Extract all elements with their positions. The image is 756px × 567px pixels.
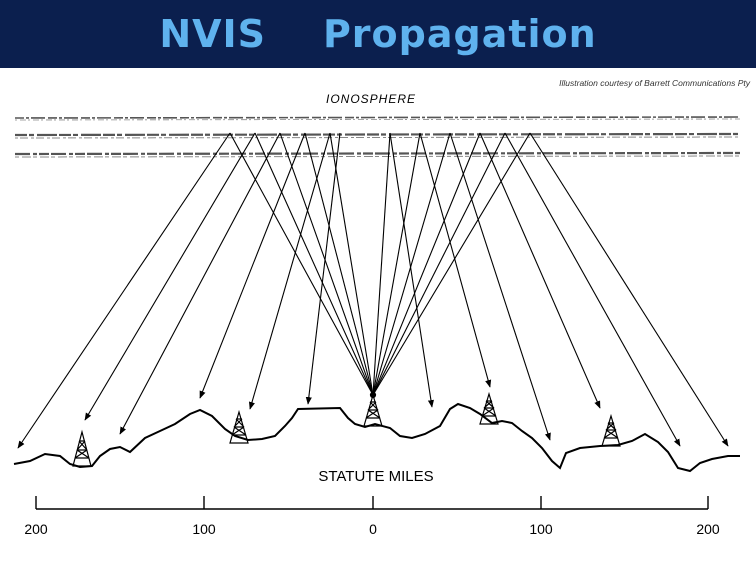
signal-rays (17, 132, 729, 449)
transmitter-tower-icon (363, 391, 383, 427)
nvis-diagram: IONOSPHERE (13, 92, 741, 537)
ionosphere-band (14, 151, 741, 156)
axis-label: STATUTE MILES (318, 468, 433, 485)
tower-icon (601, 413, 621, 447)
illustration-credit: Illustration courtesy of Barrett Communi… (559, 78, 750, 88)
tower-icon (229, 409, 249, 444)
tick-label: 200 (696, 521, 720, 537)
up-ray (372, 132, 506, 396)
down-ray (479, 132, 601, 409)
ionosphere-band (14, 155, 741, 158)
up-ray (254, 132, 374, 396)
ionosphere-band (14, 132, 741, 137)
ionosphere-band (14, 118, 741, 121)
ionosphere-bands (14, 116, 741, 158)
ionosphere-label: IONOSPHERE (326, 92, 416, 106)
down-ray (84, 132, 256, 421)
up-ray (279, 132, 374, 396)
tick-label: 100 (529, 521, 553, 537)
up-ray (304, 132, 374, 396)
tick-label: 200 (24, 521, 48, 537)
down-ray (389, 132, 434, 408)
distance-scale (35, 496, 709, 510)
terrain-profile (13, 402, 740, 473)
down-ray (199, 132, 306, 399)
ionosphere-band (14, 116, 741, 119)
down-ray (504, 132, 681, 447)
up-ray (372, 132, 421, 396)
down-ray (119, 132, 281, 435)
up-ray (372, 132, 391, 396)
ionosphere-band (14, 136, 741, 139)
up-ray (229, 132, 374, 396)
down-ray (248, 132, 331, 410)
slide-title: NVIS Propagation (159, 12, 597, 56)
tower-icon (479, 391, 499, 425)
down-ray (305, 132, 341, 405)
tick-label: 100 (192, 521, 216, 537)
down-ray (419, 132, 492, 388)
down-ray (529, 132, 729, 447)
up-ray (372, 132, 481, 396)
down-ray (17, 132, 231, 449)
up-ray (372, 132, 451, 396)
up-ray (329, 132, 374, 396)
down-ray (449, 132, 551, 441)
tick-label: 0 (369, 521, 377, 537)
title-bar: NVIS Propagation (0, 0, 756, 68)
up-ray (372, 132, 531, 396)
tower-icon (72, 429, 92, 467)
